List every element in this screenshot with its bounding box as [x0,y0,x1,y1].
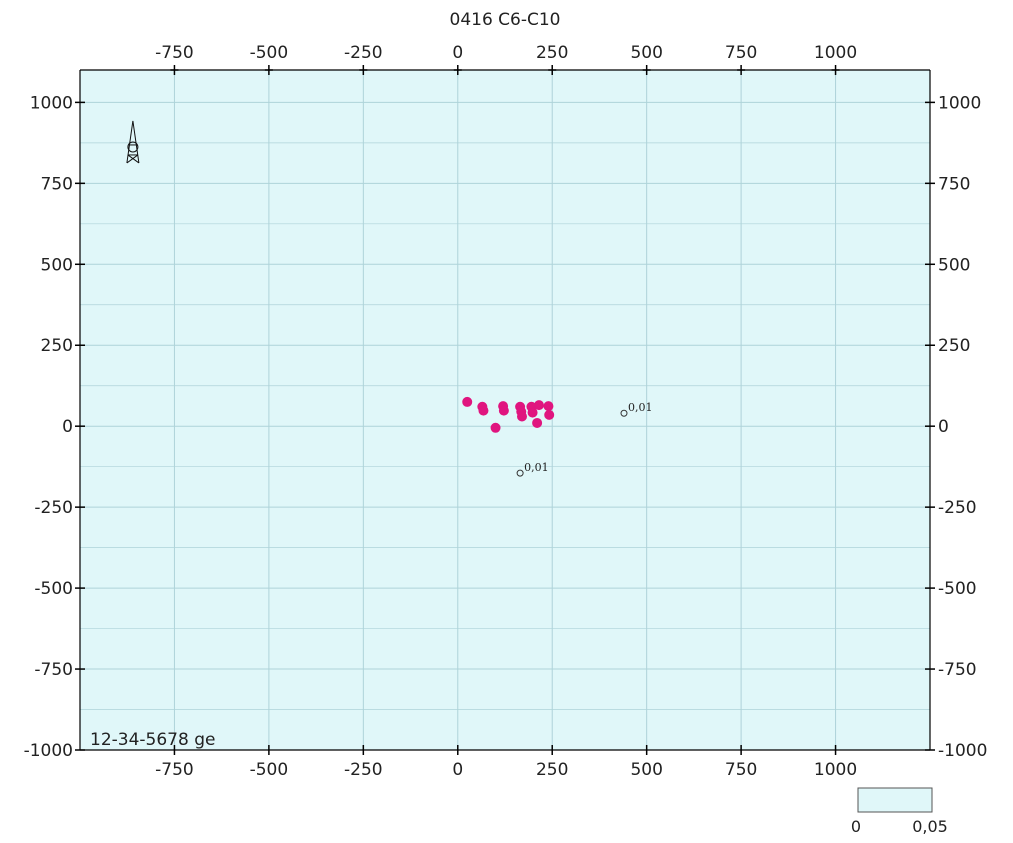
y-tick-label-right: -1000 [938,741,987,761]
data-point [517,411,527,422]
y-tick-label-left: -250 [34,498,73,518]
y-tick-label-right: -500 [938,579,977,599]
x-tick-label-bottom: -250 [344,760,383,780]
y-tick-label-right: -750 [938,660,977,680]
points-layer: 0,01 0,01 [462,396,653,477]
data-point [532,417,543,428]
x-tick-label-bottom: -500 [250,760,289,780]
y-tick-label-left: 250 [41,336,73,356]
y-tick-label-right: 750 [938,174,970,194]
x-tick-label-top: 250 [536,43,568,63]
x-tick-label-bottom: 0 [452,760,463,780]
y-tick-label-left: 500 [41,255,73,275]
well-tower-leg [132,120,140,164]
x-tick-label-top: -250 [344,43,383,63]
data-point [498,405,509,416]
data-point-open [620,409,628,417]
data-label: 0,01 [524,461,549,474]
well-label: 12-34-5678 ge [90,730,215,750]
x-tick-label-top: -750 [155,43,194,63]
y-tick-label-left: -750 [34,660,73,680]
data-point [462,396,473,407]
x-tick-label-top: 1000 [814,43,857,63]
well-tower-head [127,141,139,153]
x-tick-label-top: 500 [630,43,662,63]
colorbar-min-label: 0 [851,817,861,836]
y-tick-label-left: -500 [34,579,73,599]
data-point [534,400,544,411]
data-point-open [516,469,524,477]
axis-layer: -750 -750 -500 -500 -250 -250 0 0 250 250 500 500 75… [24,43,988,780]
x-tick-label-bottom: 250 [536,760,568,780]
y-tick-label-left: -1000 [24,741,73,761]
chart-title: 0416 C6-C10 [450,10,561,30]
y-tick-label-left: 1000 [30,93,73,113]
data-point [478,405,489,416]
x-tick-label-bottom: 1000 [814,760,857,780]
x-tick-label-top: 0 [452,43,463,63]
well-tower-brace [126,154,139,164]
data-point [490,422,501,433]
y-tick-label-right: -250 [938,498,977,518]
y-tick-label-right: 250 [938,336,970,356]
y-tick-label-left: 750 [41,174,73,194]
y-tick-label-left: 0 [62,417,73,437]
y-tick-label-right: 0 [938,417,949,437]
data-point [544,409,555,420]
x-tick-label-bottom: 750 [725,760,757,780]
y-tick-label-right: 500 [938,255,970,275]
x-tick-label-top: -500 [250,43,289,63]
data-point [543,401,554,412]
colorbar-legend: 0 0,05 [851,787,948,836]
colorbar-box [857,787,933,813]
colorbar-max-label: 0,05 [912,817,948,836]
x-tick-label-bottom: 500 [630,760,662,780]
well-layer: 12-34-5678 ge [90,120,215,750]
well-tower-icon [126,120,140,164]
data-label: 0,01 [628,401,653,414]
well-tower-brace [127,154,140,164]
data-point [527,407,538,418]
y-tick-label-right: 1000 [938,93,981,113]
well-tower-leg [126,120,134,164]
x-tick-label-top: 750 [725,43,757,63]
x-tick-label-bottom: -750 [155,760,194,780]
